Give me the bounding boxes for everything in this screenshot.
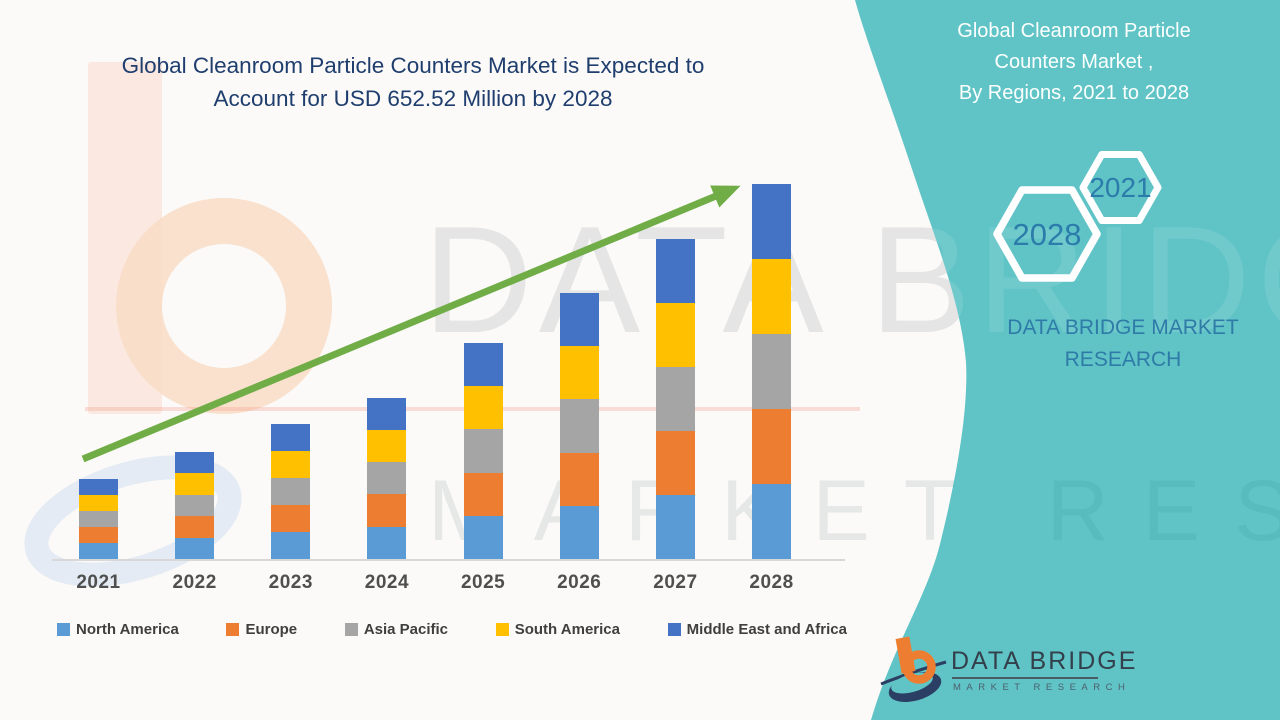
bar-2024 bbox=[367, 397, 407, 559]
legend-item-south-america: South America bbox=[495, 620, 620, 638]
segment-south-america-2028 bbox=[752, 259, 792, 334]
segment-europe-2025 bbox=[463, 472, 503, 516]
segment-europe-2028 bbox=[752, 409, 792, 484]
segment-south-america-2026 bbox=[559, 346, 599, 400]
segment-north-america-2027 bbox=[655, 494, 695, 559]
bar-2027 bbox=[655, 238, 695, 559]
legend-label-north-america: North America bbox=[76, 620, 179, 638]
segment-south-america-2024 bbox=[367, 429, 407, 463]
legend-label-middle-east-and-africa: Middle East and Africa bbox=[686, 620, 847, 638]
panel-brand-text: DATA BRIDGE MARKET RESEARCH bbox=[973, 312, 1273, 376]
chart-title: Global Cleanroom Particle Counters Marke… bbox=[30, 49, 796, 115]
footer-brand-name: DATA BRIDGE bbox=[951, 647, 1138, 675]
segment-middle-east-and-africa-2023 bbox=[271, 424, 311, 451]
footer-brand-sub: MARKET RESEARCH bbox=[953, 682, 1131, 693]
segment-south-america-2025 bbox=[463, 386, 503, 430]
segment-asia-pacific-2025 bbox=[463, 429, 503, 473]
segment-north-america-2028 bbox=[752, 484, 792, 559]
hexagon-2021-label: 2021 bbox=[1089, 172, 1151, 203]
legend-swatch-asia-pacific bbox=[344, 622, 358, 636]
legend-swatch-north-america bbox=[57, 622, 70, 636]
segment-north-america-2025 bbox=[463, 515, 503, 559]
segment-asia-pacific-2023 bbox=[271, 478, 311, 505]
footer-brand-rule bbox=[952, 677, 1098, 679]
segment-europe-2024 bbox=[367, 494, 407, 527]
panel-heading: Global Cleanroom Particle Counters Marke… bbox=[924, 16, 1224, 109]
panel-brand-line2: RESEARCH bbox=[1064, 348, 1182, 371]
logo-stem bbox=[895, 636, 916, 674]
chart-title-line2: Account for USD 652.52 Million by 2028 bbox=[213, 86, 613, 111]
x-tick-2021: 2021 bbox=[76, 572, 121, 593]
segment-europe-2026 bbox=[559, 452, 599, 506]
segment-asia-pacific-2026 bbox=[559, 399, 599, 453]
segment-europe-2023 bbox=[271, 505, 311, 532]
x-axis-line bbox=[52, 559, 845, 561]
segment-north-america-2026 bbox=[559, 505, 599, 559]
legend-label-south-america: South America bbox=[514, 620, 620, 638]
legend-item-north-america: North America bbox=[57, 621, 179, 638]
legend-item-europe: Europe bbox=[226, 621, 297, 638]
segment-middle-east-and-africa-2025 bbox=[463, 343, 503, 387]
segment-middle-east-and-africa-2026 bbox=[559, 293, 599, 347]
segment-middle-east-and-africa-2027 bbox=[655, 238, 695, 303]
x-tick-2022: 2022 bbox=[172, 572, 217, 593]
legend-label-asia-pacific: Asia Pacific bbox=[363, 620, 449, 638]
legend-swatch-south-america bbox=[495, 622, 509, 636]
segment-middle-east-and-africa-2024 bbox=[367, 397, 407, 430]
segment-north-america-2023 bbox=[271, 532, 311, 559]
segment-south-america-2023 bbox=[271, 451, 311, 478]
segment-asia-pacific-2027 bbox=[655, 366, 695, 431]
legend-item-asia-pacific: Asia Pacific bbox=[344, 620, 449, 638]
chart-legend: North America Europe Asia Pacific South Ame… bbox=[57, 616, 847, 642]
segment-north-america-2024 bbox=[367, 526, 407, 559]
bar-2023 bbox=[271, 424, 311, 559]
bar-2028 bbox=[752, 184, 792, 559]
panel-brand-line1: DATA BRIDGE MARKET bbox=[1007, 316, 1239, 339]
segment-europe-2027 bbox=[655, 430, 695, 495]
x-tick-2025: 2025 bbox=[460, 572, 506, 593]
x-tick-2028: 2028 bbox=[749, 572, 794, 593]
x-tick-2026: 2026 bbox=[557, 572, 602, 593]
panel-heading-line3: By Regions, 2021 to 2028 bbox=[958, 82, 1190, 104]
x-tick-2027: 2027 bbox=[653, 572, 698, 593]
x-tick-2023: 2023 bbox=[268, 572, 313, 593]
legend-item-middle-east-and-africa: Middle East and Africa bbox=[667, 620, 847, 638]
segment-south-america-2027 bbox=[655, 302, 695, 367]
panel-heading-line2: Counters Market , bbox=[994, 51, 1154, 73]
legend-swatch-middle-east-and-africa bbox=[667, 622, 681, 636]
panel-heading-line1: Global Cleanroom Particle bbox=[957, 20, 1191, 42]
legend-label-europe: Europe bbox=[245, 620, 298, 638]
segment-middle-east-and-africa-2028 bbox=[752, 184, 792, 259]
hexagon-2028-label: 2028 bbox=[1013, 217, 1082, 252]
segment-asia-pacific-2028 bbox=[752, 334, 792, 409]
x-tick-2024: 2024 bbox=[364, 572, 410, 593]
bar-2026 bbox=[559, 293, 599, 559]
legend-swatch-europe bbox=[226, 622, 240, 636]
year-hexagons: 2021 2028 bbox=[993, 151, 1162, 282]
bar-2025 bbox=[463, 343, 503, 559]
chart-title-line1: Global Cleanroom Particle Counters Marke… bbox=[121, 53, 705, 78]
segment-asia-pacific-2024 bbox=[367, 462, 407, 495]
